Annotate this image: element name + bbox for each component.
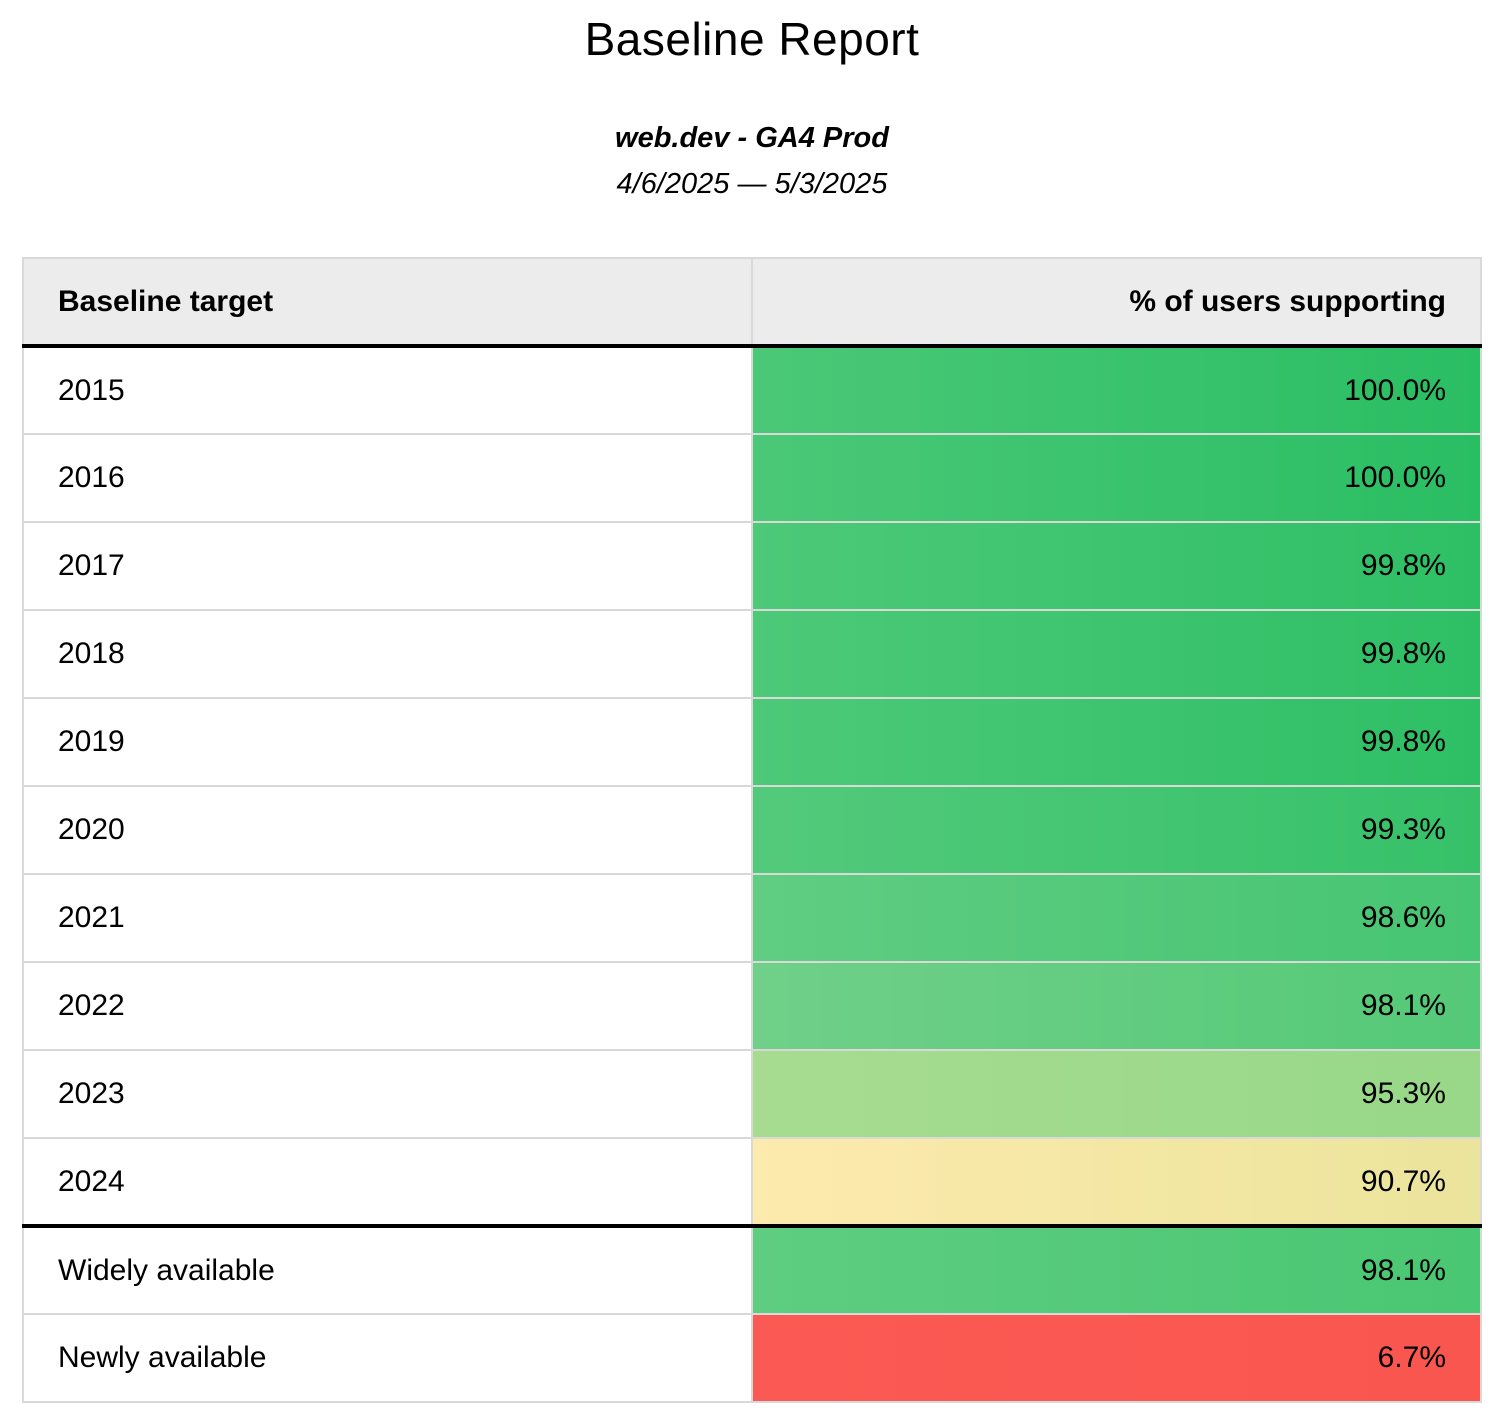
target-cell: 2017 — [22, 521, 753, 611]
table-row: Newly available 6.7% — [22, 1313, 1482, 1403]
value-cell: 98.1% — [751, 961, 1482, 1051]
table-row: 2024 90.7% — [22, 1137, 1482, 1227]
baseline-table: Baseline target % of users supporting 20… — [22, 257, 1482, 1403]
table-row: 2022 98.1% — [22, 961, 1482, 1051]
target-cell: 2023 — [22, 1049, 753, 1139]
value-cell: 100.0% — [751, 433, 1482, 523]
target-cell: 2024 — [22, 1137, 753, 1227]
target-cell: 2016 — [22, 433, 753, 523]
table-row: 2019 99.8% — [22, 697, 1482, 787]
target-cell: Widely available — [22, 1224, 753, 1315]
report-subtitle: web.dev - GA4 Prod — [615, 122, 889, 154]
target-cell: 2015 — [22, 345, 753, 435]
target-cell: 2019 — [22, 697, 753, 787]
target-cell: 2020 — [22, 785, 753, 875]
column-header-baseline-target: Baseline target — [22, 257, 753, 348]
value-cell: 99.8% — [751, 609, 1482, 699]
target-cell: 2022 — [22, 961, 753, 1051]
table-row: Widely available 98.1% — [22, 1224, 1482, 1315]
report-header: Baseline Report web.dev - GA4 Prod 4/6/2… — [0, 12, 1504, 201]
table-row: 2020 99.3% — [22, 785, 1482, 875]
value-cell: 95.3% — [751, 1049, 1482, 1139]
target-cell: Newly available — [22, 1313, 753, 1403]
value-cell: 6.7% — [751, 1313, 1482, 1403]
table-row: 2018 99.8% — [22, 609, 1482, 699]
value-cell: 99.3% — [751, 785, 1482, 875]
target-cell: 2021 — [22, 873, 753, 963]
table-row: 2016 100.0% — [22, 433, 1482, 523]
baseline-table-body: 2015 100.0% 2016 100.0% 2017 99.8% 2018 … — [22, 345, 1482, 1403]
page-title: Baseline Report — [584, 13, 920, 65]
value-cell: 99.8% — [751, 697, 1482, 787]
value-cell: 98.1% — [751, 1224, 1482, 1315]
value-cell: 100.0% — [751, 345, 1482, 435]
value-cell: 90.7% — [751, 1137, 1482, 1227]
table-row: 2023 95.3% — [22, 1049, 1482, 1139]
table-row: 2017 99.8% — [22, 521, 1482, 611]
column-header-users-supporting: % of users supporting — [751, 257, 1482, 348]
report-date-range: 4/6/2025 — 5/3/2025 — [616, 168, 888, 200]
value-cell: 99.8% — [751, 521, 1482, 611]
table-row: 2015 100.0% — [22, 345, 1482, 435]
table-row: 2021 98.6% — [22, 873, 1482, 963]
target-cell: 2018 — [22, 609, 753, 699]
table-header-row: Baseline target % of users supporting — [22, 257, 1482, 348]
value-cell: 98.6% — [751, 873, 1482, 963]
